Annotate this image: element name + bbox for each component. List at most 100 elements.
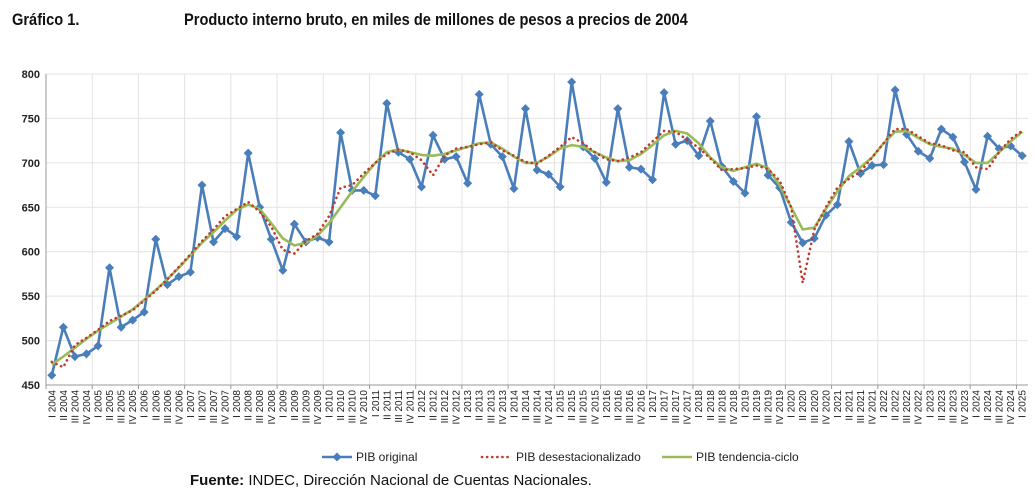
x-tick-label: IV 2020 xyxy=(821,390,832,425)
x-tick-label: II 2006 xyxy=(151,390,162,421)
x-tick-label: II 2004 xyxy=(59,390,70,421)
chart-title-row: Gráfico 1. Producto interno bruto, en mil… xyxy=(12,10,688,30)
data-point-original xyxy=(139,307,149,317)
x-tick-label: II 2014 xyxy=(521,390,532,421)
data-point-original xyxy=(694,151,704,161)
x-tick-label: III 2008 xyxy=(255,390,266,424)
data-point-original xyxy=(671,139,681,149)
x-tick-label: II 2015 xyxy=(567,390,578,421)
data-point-original xyxy=(890,85,900,95)
data-point-original xyxy=(948,132,958,142)
x-tick-label: IV 2017 xyxy=(683,390,694,425)
data-point-original xyxy=(174,272,184,282)
data-point-original xyxy=(913,146,923,156)
legend-original-marker xyxy=(332,452,342,462)
x-tick-label: IV 2022 xyxy=(914,390,925,425)
x-tick-label: III 2014 xyxy=(533,390,544,424)
x-tick-label: II 2005 xyxy=(105,390,116,421)
y-tick-label: 750 xyxy=(22,113,40,125)
x-tick-label: III 2009 xyxy=(301,390,312,424)
x-tick-label: I 2019 xyxy=(740,390,751,418)
x-tick-label: I 2009 xyxy=(278,390,289,418)
data-point-original xyxy=(648,175,658,185)
data-point-original xyxy=(832,200,842,210)
x-tick-label: I 2023 xyxy=(925,390,936,418)
data-point-original xyxy=(509,184,519,194)
data-point-original xyxy=(925,153,935,163)
data-point-original xyxy=(93,341,103,351)
x-tick-label: II 2022 xyxy=(891,390,902,421)
legend-tendencia-label: PIB tendencia-ciclo xyxy=(696,450,799,464)
x-tick-label: I 2018 xyxy=(694,390,705,418)
x-tick-label: I 2005 xyxy=(93,390,104,418)
x-tick-label: I 2016 xyxy=(602,390,613,418)
y-tick-label: 550 xyxy=(22,291,40,303)
data-point-original xyxy=(1017,151,1027,161)
data-point-original xyxy=(983,131,993,141)
x-tick-label: IV 2015 xyxy=(590,390,601,425)
data-point-original xyxy=(289,219,299,229)
x-tick-label: II 2019 xyxy=(752,390,763,421)
x-tick-label: IV 2018 xyxy=(729,390,740,425)
legend-desestacionalizado-label: PIB desestacionalizado xyxy=(516,450,641,464)
y-tick-label: 600 xyxy=(22,247,40,259)
data-point-original xyxy=(312,232,322,242)
data-point-original xyxy=(255,202,265,212)
data-point-original xyxy=(197,180,207,190)
data-point-original xyxy=(47,370,57,380)
data-point-original xyxy=(971,185,981,195)
x-tick-label: II 2010 xyxy=(336,390,347,421)
figure-label: Gráfico 1. xyxy=(12,10,80,29)
y-tick-label: 450 xyxy=(22,380,40,392)
x-tick-label: I 2022 xyxy=(879,390,890,418)
data-point-original xyxy=(116,322,126,332)
data-point-original xyxy=(728,177,738,187)
x-tick-label: II 2020 xyxy=(798,390,809,421)
x-tick-label: III 2023 xyxy=(948,390,959,424)
x-tick-label: II 2016 xyxy=(613,390,624,421)
data-point-original xyxy=(520,104,530,114)
data-point-original xyxy=(463,178,473,188)
x-tick-label: III 2020 xyxy=(810,390,821,424)
x-tick-label: IV 2007 xyxy=(221,390,232,425)
data-point-original xyxy=(809,233,819,243)
x-tick-label: I 2010 xyxy=(325,390,336,418)
y-tick-label: 500 xyxy=(22,336,40,348)
data-point-original xyxy=(867,161,877,171)
x-tick-label: II 2009 xyxy=(290,390,301,421)
data-point-original xyxy=(590,153,600,163)
data-point-original xyxy=(959,157,969,167)
x-tick-label: II 2007 xyxy=(197,390,208,421)
x-tick-label: III 2016 xyxy=(625,390,636,424)
x-tick-label: II 2011 xyxy=(382,390,393,420)
data-point-original xyxy=(798,238,808,248)
x-tick-label: IV 2006 xyxy=(174,390,185,425)
data-point-original xyxy=(232,232,242,242)
x-tick-label: IV 2023 xyxy=(960,390,971,425)
x-tick-label: I 2015 xyxy=(556,390,567,418)
x-tick-label: I 2011 xyxy=(371,390,382,417)
data-point-original xyxy=(624,162,634,172)
data-point-original xyxy=(613,104,623,114)
data-point-original xyxy=(370,191,380,201)
x-tick-label: IV 2024 xyxy=(1006,390,1017,425)
x-tick-label: I 2024 xyxy=(972,390,983,418)
source-text: INDEC, Dirección Nacional de Cuentas Nac… xyxy=(244,472,592,489)
data-point-original xyxy=(336,128,346,138)
x-tick-label: III 2022 xyxy=(902,390,913,424)
data-point-original xyxy=(105,263,115,273)
x-tick-label: III 2015 xyxy=(579,390,590,424)
x-tick-label: IV 2005 xyxy=(128,390,139,425)
x-tick-label: IV 2019 xyxy=(775,390,786,425)
x-tick-label: III 2012 xyxy=(440,390,451,424)
source-label: Fuente: xyxy=(190,472,245,489)
data-point-original xyxy=(659,88,669,98)
x-tick-label: I 2025 xyxy=(1018,390,1029,418)
data-point-original xyxy=(266,234,276,244)
x-tick-label: I 2008 xyxy=(232,390,243,418)
data-point-original xyxy=(544,169,554,179)
data-point-original xyxy=(128,315,138,325)
x-tick-label: III 2010 xyxy=(348,390,359,424)
legend-original-label: PIB original xyxy=(356,450,417,464)
